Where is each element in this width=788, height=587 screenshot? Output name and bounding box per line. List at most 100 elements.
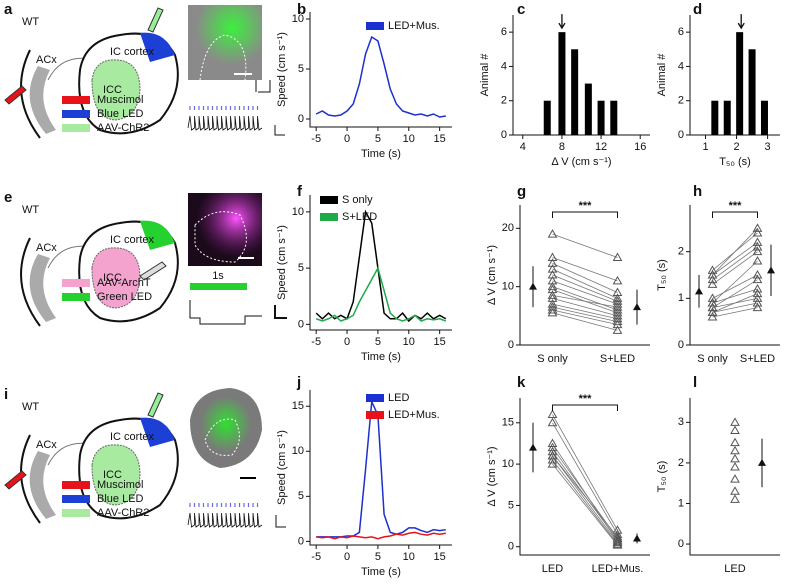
point [547,450,558,460]
point [547,454,558,464]
y-tick-label: 1 [678,292,684,304]
legend-label: Muscimol [97,94,143,106]
light-pulses [189,503,259,507]
syringe [4,470,27,490]
point [752,297,763,307]
x-axis-label: Time (s) [361,148,401,160]
pair-line [552,297,618,317]
point [752,302,763,312]
line [316,398,446,538]
x-tick-label: 15 [434,336,446,348]
point [547,290,558,299]
pair-line [552,414,618,531]
x-axis-label: Time (s) [361,351,401,363]
point [707,297,718,307]
pair-line [552,443,618,542]
y-tick-label: 0 [298,113,304,125]
legend-swatch [366,22,384,30]
y-tick-label: 0 [508,541,514,553]
y-tick-label: 5 [298,490,304,502]
x-tick-label: LED [542,563,563,575]
point [547,269,558,279]
micrograph-a [188,5,262,81]
panel-letter: e [4,189,12,206]
legend-swatch [62,481,90,489]
x-tick-label: 10 [403,336,415,348]
x-tick-label: 1 [702,141,708,153]
point [752,227,763,237]
legend-swatch [62,509,90,517]
point [612,252,623,261]
y-tick-label: 15 [292,400,304,412]
axes [519,205,650,346]
point [547,417,558,427]
point [730,486,740,495]
legend-label: AAV-ChR2 [97,507,149,519]
genotype: WT [22,16,39,28]
genotype: WT [22,401,39,413]
scale-bars [255,80,287,528]
bar [571,49,579,135]
time-bar [190,283,247,290]
point [707,274,718,284]
point [612,531,623,541]
y-tick-label: 2 [678,246,684,258]
y-tick-label: 10 [502,281,514,293]
point [730,445,740,455]
panel-letter: h [693,183,702,200]
point [547,459,558,468]
legend-label: S only [342,194,373,206]
point [752,283,763,293]
x-tick-label: S only [537,353,568,365]
significance-bracket [552,211,618,218]
y-axis-label: Animal # [479,53,491,97]
y-tick-label: 2 [678,457,684,469]
x-axis-label: Δ V (cm s⁻¹) [551,156,611,168]
y-tick-label: 0 [508,339,514,351]
y-tick-label: 0 [298,318,304,330]
x-tick-label: 0 [344,336,350,348]
point [547,258,558,267]
light-pulses [189,106,259,110]
legend-label: Blue LED [97,108,144,120]
point [547,293,558,302]
pair-line [552,309,618,325]
icc [91,247,141,309]
y-tick-label: 20 [502,222,514,234]
pair-line [712,288,758,304]
y-tick-label: 2 [501,95,507,107]
x-tick-label: 0 [344,551,350,563]
pair-line [552,422,618,535]
point [707,269,718,279]
legend-swatch [62,96,90,104]
significance-label: *** [729,200,743,212]
bar [543,100,551,135]
point [612,302,623,311]
pair-line [712,307,758,318]
point [752,241,763,251]
x-axis-label: Time (s) [361,566,401,578]
bar [558,32,566,136]
region-label: IC cortex [110,234,155,246]
panel-letter: d [693,1,702,18]
x-tick-label: S+LED [600,353,635,365]
y-tick-label: 0 [678,538,684,550]
y-tick-label: 0 [501,129,507,141]
point [547,252,558,261]
pair-line [552,306,618,323]
legend-label: LED+Mus. [388,409,440,421]
significance-bracket [552,404,618,411]
panel-letter: j [296,374,301,391]
x-tick-label: 10 [403,551,415,563]
point [547,446,558,456]
pair-line [712,251,758,285]
x-tick-label: 8 [559,141,565,153]
pair-line [552,262,618,293]
pair-line [712,297,758,309]
point [612,299,623,308]
panel-letter: g [517,183,526,200]
legend-label: Muscimol [97,479,143,491]
point [612,316,623,326]
x-tick-label: 4 [520,141,526,153]
icc [91,59,141,121]
